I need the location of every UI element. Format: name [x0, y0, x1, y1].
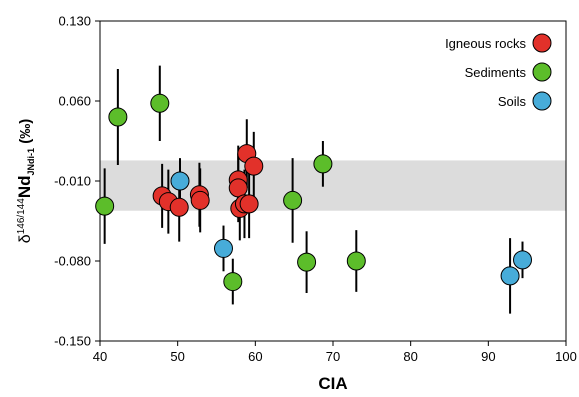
- y-axis-title-delta: δ: [17, 234, 34, 243]
- soils-point: [213, 238, 233, 258]
- legend-label-igneous-rocks: Igneous rocks: [445, 36, 526, 51]
- y-tick-label: -0.080: [54, 254, 91, 269]
- legend-marker-igneous-rocks: [532, 33, 552, 53]
- igneous-rocks-point: [244, 156, 264, 176]
- x-tick-label: 70: [326, 349, 340, 364]
- legend-label-sediments: Sediments: [465, 65, 527, 80]
- x-tick-label: 50: [170, 349, 184, 364]
- igneous-rocks-point: [190, 190, 210, 210]
- y-axis-title-element: Nd: [15, 175, 34, 198]
- igneous-rocks-point: [228, 178, 248, 198]
- x-tick-label: 40: [93, 349, 107, 364]
- tick-label-layer: 40 50 60 70 80 90 100 0.130 0.060 -0.010 -0.080 -0.…: [54, 14, 577, 365]
- sediments-point: [223, 272, 243, 292]
- x-tick-label: 100: [555, 349, 577, 364]
- legend: Igneous rocks Sediments Soils: [445, 33, 552, 111]
- sediments-point: [95, 196, 115, 216]
- x-axis-title: CIA: [318, 374, 347, 393]
- sediments-point: [150, 93, 170, 113]
- soils-point: [500, 266, 520, 286]
- sediments-point: [313, 154, 333, 174]
- y-tick-label: 0.130: [58, 14, 91, 29]
- legend-label-soils: Soils: [498, 94, 527, 109]
- y-axis-title-mass: 146/144: [16, 198, 27, 235]
- x-tick-label: 80: [403, 349, 417, 364]
- x-tick-label: 90: [481, 349, 495, 364]
- y-axis-title-unit: (‰): [17, 119, 34, 148]
- data-point-layer: [95, 93, 533, 292]
- y-tick-label: 0.060: [58, 94, 91, 109]
- sediments-point: [108, 107, 128, 127]
- igneous-rocks-point: [169, 197, 189, 217]
- sediments-point: [297, 252, 317, 272]
- soils-point: [513, 250, 533, 270]
- sediments-point: [346, 251, 366, 271]
- y-axis-title-subscript: JNdi-1: [26, 148, 36, 176]
- y-axis-title: δ146/144NdJNdi-1 (‰): [15, 119, 36, 243]
- legend-marker-sediments: [532, 62, 552, 82]
- igneous-rocks-point: [239, 194, 259, 214]
- sediments-point: [283, 190, 303, 210]
- soils-point: [170, 171, 190, 191]
- y-tick-label: -0.010: [54, 174, 91, 189]
- legend-marker-soils: [532, 91, 552, 111]
- y-tick-label: -0.150: [54, 334, 91, 349]
- x-tick-label: 60: [248, 349, 262, 364]
